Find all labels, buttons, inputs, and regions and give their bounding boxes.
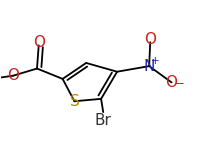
Text: −: −: [175, 77, 185, 90]
Text: +: +: [151, 56, 160, 66]
Text: O: O: [7, 68, 19, 83]
Text: O: O: [144, 32, 156, 47]
Text: O: O: [166, 75, 178, 90]
Text: N: N: [143, 59, 155, 74]
Text: O: O: [33, 35, 45, 50]
Text: S: S: [69, 94, 79, 109]
Text: Br: Br: [95, 113, 112, 128]
